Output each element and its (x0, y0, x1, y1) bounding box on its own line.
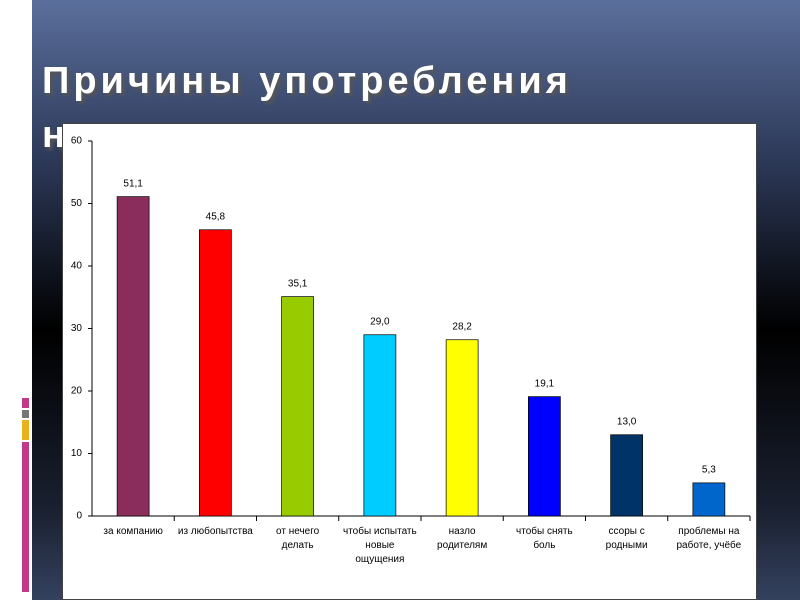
value-label: 28,2 (452, 321, 472, 332)
value-label: 45,8 (206, 211, 226, 222)
y-tick-label: 50 (71, 198, 83, 209)
x-tick-label: из любопытства (177, 526, 253, 537)
value-label: 29,0 (370, 316, 390, 327)
y-tick-label: 40 (71, 261, 83, 272)
y-tick-label: 10 (71, 448, 83, 459)
bar (363, 334, 397, 517)
x-tick-label: проблемы на работе, учёбе (676, 526, 742, 551)
decoration (22, 442, 29, 592)
x-tick-label: чтобы снять боль (516, 526, 573, 551)
decoration (22, 398, 29, 408)
y-tick-label: 0 (76, 511, 82, 522)
y-tick-label: 30 (71, 323, 83, 334)
bar (528, 396, 561, 517)
x-tick-label: за компанию (103, 526, 163, 537)
bar (445, 339, 479, 517)
value-label: 5,3 (702, 465, 716, 476)
value-label: 19,1 (535, 378, 555, 389)
chart-area (62, 123, 757, 600)
bar (116, 196, 150, 517)
x-tick-label: чтобы испытать новые ощущения (343, 526, 417, 565)
value-label: 35,1 (288, 278, 308, 289)
y-tick-label: 20 (71, 386, 83, 397)
x-tick-label: от нечего делать (276, 526, 320, 551)
decoration (18, 55, 32, 95)
decoration (22, 410, 29, 418)
bar (281, 296, 314, 517)
bar (199, 229, 232, 517)
decoration (22, 420, 29, 440)
x-tick-label: назло родителям (437, 526, 488, 551)
value-label: 51,1 (123, 178, 143, 189)
y-tick-label: 60 (71, 136, 83, 147)
x-tick-label: ссоры с родными (605, 526, 648, 551)
bar (610, 434, 643, 517)
value-label: 13,0 (617, 416, 637, 427)
bar (692, 482, 726, 517)
